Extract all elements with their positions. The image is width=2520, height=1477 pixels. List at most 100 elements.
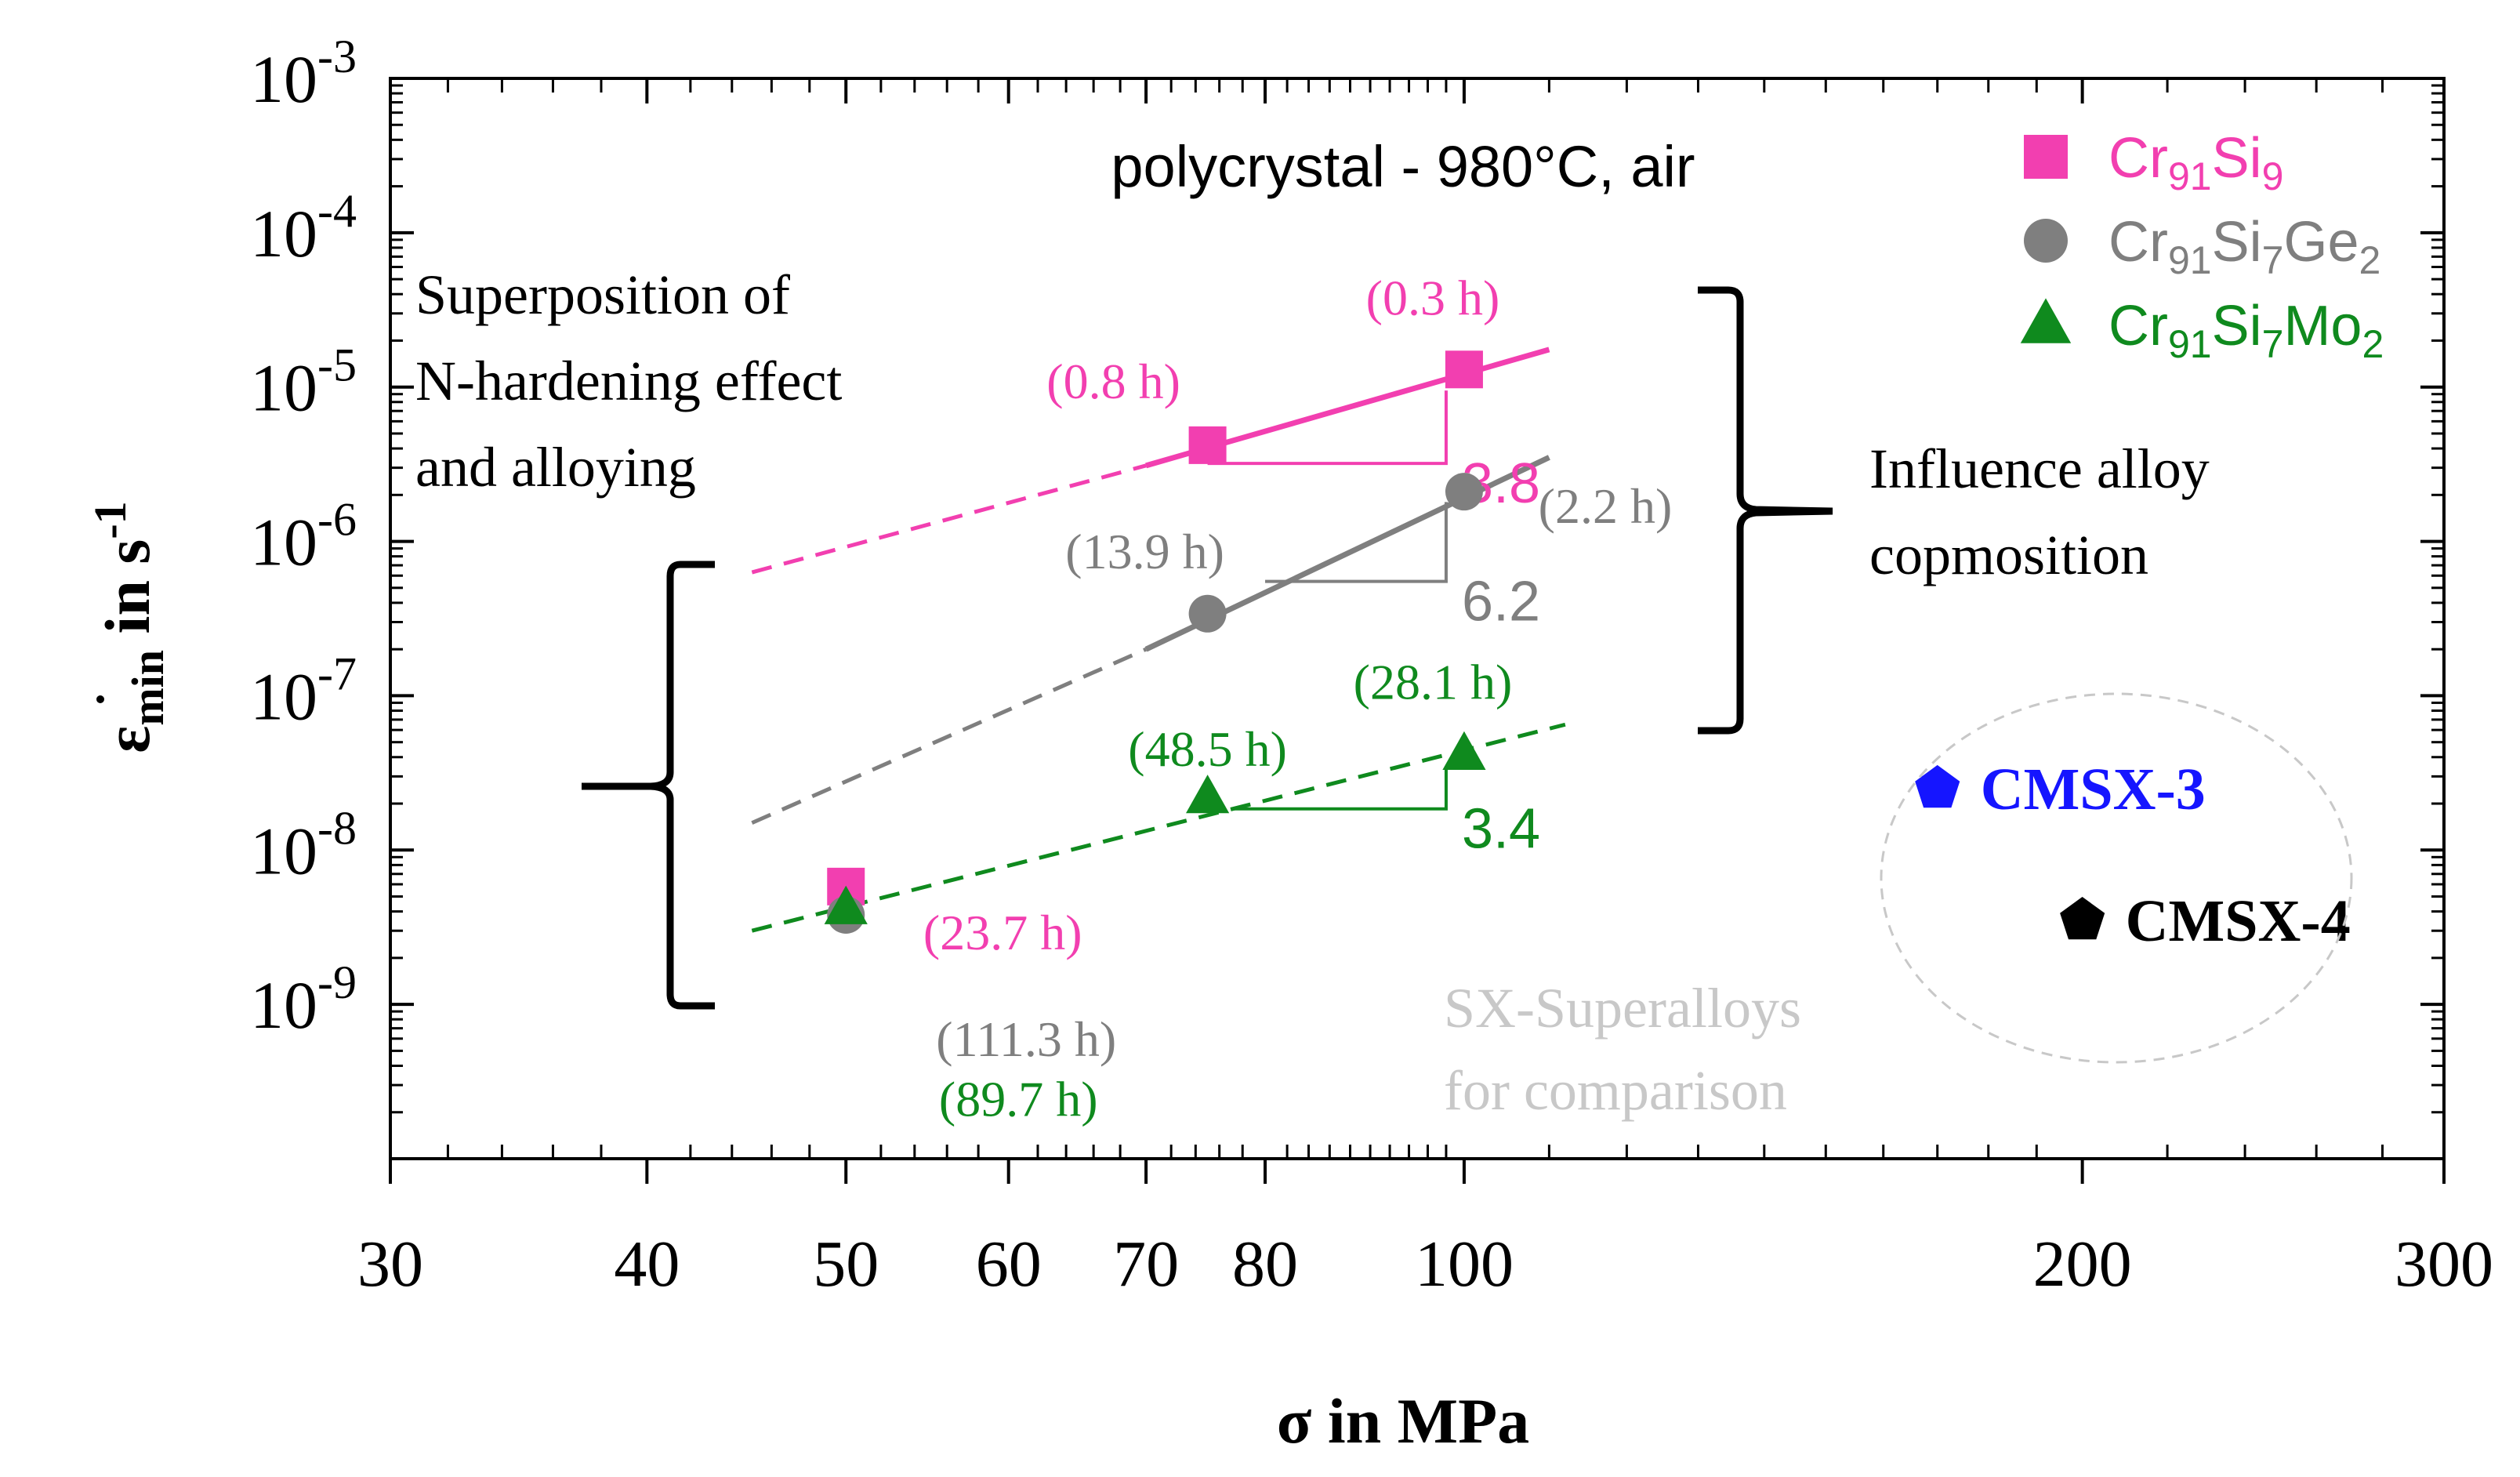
annotation-left-line: and alloying (415, 436, 696, 499)
legend-label-part: 7 (2262, 238, 2284, 282)
y-tick-exponent: -8 (317, 802, 357, 854)
y-tick-base: 10 (250, 196, 317, 271)
fit-line-dashed (751, 722, 1566, 933)
annotation-comparison-line: SX-Superalloys (1444, 977, 1801, 1040)
point-duration-label: (28.1 h) (1354, 655, 1513, 710)
y-axis-label-sup: -1 (85, 501, 136, 539)
slope-triangle (1231, 766, 1448, 811)
legend-label-part: Cr (2108, 211, 2168, 274)
data-points: (23.7 h) (0.8 h) (0.3 h) (111.3 h) (13.9 h) (… (824, 270, 2351, 1127)
legend-label-part: Cr (2108, 127, 2168, 190)
legend-label-part: 2 (2362, 322, 2384, 366)
plot-frame (389, 77, 2446, 1160)
y-tick-base: 10 (250, 505, 317, 580)
y-axis-label-dot (96, 695, 104, 703)
point-duration-label: (48.5 h) (1128, 721, 1287, 777)
point-duration-label: (0.8 h) (1046, 354, 1180, 409)
legend-marker-square (2024, 135, 2068, 179)
legend-label-part: 91 (2168, 322, 2212, 366)
data-point-circle (1188, 594, 1227, 633)
annotation-right-line: Influence alloy (1869, 437, 2210, 500)
y-tick-base: 10 (250, 659, 317, 734)
x-tick-label: 60 (976, 1228, 1042, 1301)
point-duration-label: (111.3 h) (936, 1011, 1116, 1067)
right-brace (1698, 286, 1833, 735)
left-brace (582, 561, 715, 1010)
legend-label-part: Cr (2108, 295, 2168, 357)
y-axis-label-mid: in s (92, 539, 163, 650)
slope-triangles: 3.86.23.4 (1207, 390, 1540, 861)
x-tick-label: 50 (813, 1228, 879, 1301)
legend-label-part: Si (2212, 211, 2262, 274)
fit-lines (751, 347, 1566, 933)
fit-line-dashed (751, 463, 1147, 575)
y-tick-exponent: -3 (317, 31, 357, 82)
legend-label-part: Si (2212, 295, 2262, 357)
annotation-left-line: N-hardening effect (415, 350, 842, 412)
slope-value: 3.4 (1462, 798, 1540, 861)
fit-line-dashed (751, 647, 1148, 825)
legend-label-part: 7 (2262, 322, 2284, 366)
reference-point-label: CMSX-4 (2126, 888, 2351, 954)
y-tick-exponent: -4 (317, 185, 357, 237)
x-axis: 30 40 50 60 70 80 100 200 300 (357, 78, 2493, 1301)
point-duration-label: (0.3 h) (1366, 270, 1500, 325)
legend-label: Cr91Si7Ge2 (2108, 211, 2380, 282)
point-duration-label: (13.9 h) (1065, 524, 1224, 579)
legend-label-part: Ge (2283, 211, 2359, 274)
x-tick-label: 100 (1415, 1228, 1514, 1301)
x-tick-label: 80 (1232, 1228, 1298, 1301)
data-point-square (1188, 426, 1227, 464)
annotation-left-line: Superposition of (415, 263, 790, 326)
y-axis-label: εmin in s-1 (85, 501, 173, 753)
y-tick-base: 10 (250, 42, 317, 117)
x-tick-label: 30 (357, 1228, 423, 1301)
y-tick-base: 10 (250, 967, 317, 1043)
y-tick-exponent: -7 (317, 648, 357, 699)
y-tick-label: 10-4 (250, 185, 357, 271)
annotation-right-line: copmosition (1869, 524, 2148, 586)
slope-triangle (1265, 502, 1448, 583)
legend-label-part: Si (2212, 127, 2262, 190)
y-tick-label: 10-5 (250, 339, 357, 426)
y-axis-label-sub: min (122, 650, 173, 726)
legend-label: Cr91Si9 (2108, 127, 2283, 198)
y-tick-label: 10-8 (250, 802, 357, 888)
y-axis-label-group: εmin in s-1 (85, 501, 173, 753)
comparison-ellipse (1880, 692, 2353, 1064)
annotation-comparison-line: for comparison (1444, 1059, 1787, 1122)
data-point-square (1445, 350, 1483, 389)
x-axis-label: σ in MPa (1277, 1385, 1529, 1457)
y-tick-label: 10-6 (250, 494, 357, 580)
y-axis-label-base: ε (92, 726, 163, 753)
y-tick-label: 10-7 (250, 648, 357, 734)
reference-point-label: CMSX-3 (1981, 757, 2206, 822)
data-point-triangle (1442, 731, 1486, 770)
legend-label: Cr91Si7Mo2 (2108, 295, 2384, 366)
legend-marker-circle (2024, 219, 2068, 263)
legend-label-part: 91 (2168, 154, 2212, 198)
x-tick-label: 200 (2033, 1228, 2132, 1301)
y-tick-base: 10 (250, 350, 317, 426)
annotations: Superposition of N-hardening effect and al… (415, 263, 2353, 1122)
data-point-triangle (824, 885, 868, 924)
y-tick-exponent: -6 (317, 494, 357, 546)
reference-point (1915, 764, 1960, 808)
point-duration-label: (2.2 h) (1539, 478, 1673, 534)
y-tick-label: 10-9 (250, 956, 357, 1043)
legend-label-part: 2 (2359, 238, 2381, 282)
x-tick-label: 40 (614, 1228, 680, 1301)
y-axis: 10-910-810-710-610-510-410-3 (250, 31, 2444, 1160)
x-tick-label: 300 (2395, 1228, 2493, 1301)
point-duration-label: (89.7 h) (939, 1071, 1098, 1127)
legend-label-part: 9 (2262, 154, 2284, 198)
y-tick-label: 10-3 (250, 31, 357, 117)
chart-title: polycrystal - 980°C, air (1111, 134, 1695, 199)
y-tick-base: 10 (250, 813, 317, 888)
legend-label-part: 91 (2168, 238, 2212, 282)
reference-point (2060, 897, 2105, 940)
data-point-circle (1445, 473, 1483, 511)
point-duration-label: (23.7 h) (923, 905, 1082, 960)
